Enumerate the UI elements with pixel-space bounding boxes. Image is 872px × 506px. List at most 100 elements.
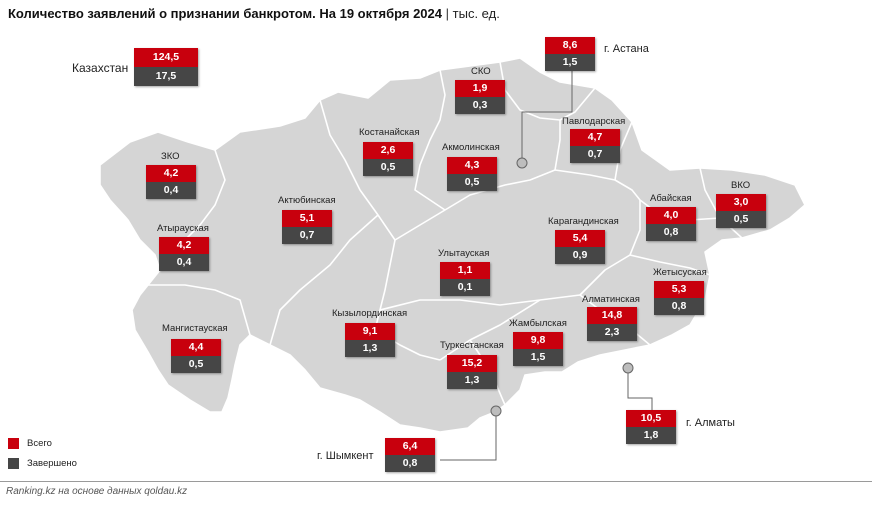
shymkent-leader (440, 411, 497, 461)
zko-label: ЗКО (161, 151, 180, 162)
karaganda-total: 5,4 (555, 230, 605, 247)
turkestan-label: Туркестанская (440, 340, 504, 351)
kyzylorda-label: Кызылординская (332, 308, 408, 319)
kostanay-total: 2,6 (363, 142, 413, 159)
title-separator: | (445, 6, 450, 21)
zhetysu-total: 5,3 (654, 281, 704, 298)
sko-label: СКО (471, 66, 491, 77)
turkestan-total: 15,2 (447, 355, 497, 372)
almaty-region-total: 14,8 (587, 307, 637, 324)
shymkent-values: 6,4 0,8 (385, 438, 435, 472)
sko-values: 1,9 0,3 (455, 80, 505, 114)
aktobe-values: 5,1 0,7 (282, 210, 332, 244)
ulytau-total: 1,1 (440, 262, 490, 279)
zhambyl-completed: 1,5 (513, 349, 563, 366)
legend-completed: Завершено (8, 458, 77, 469)
atyrau-values: 4,2 0,4 (159, 237, 209, 271)
atyrau-total: 4,2 (159, 237, 209, 254)
abay-values: 4,0 0,8 (646, 207, 696, 241)
vko-total: 3,0 (716, 194, 766, 211)
shymkent-total: 6,4 (385, 438, 435, 455)
title-unit: тыс. ед. (452, 6, 500, 21)
mangystau-completed: 0,5 (171, 356, 221, 373)
astana-label: г. Астана (604, 43, 649, 55)
legend-completed-swatch (8, 458, 19, 469)
kostanay-label: Костанайская (359, 127, 420, 138)
pavlodar-label: Павлодарская (562, 116, 626, 127)
zhetysu-completed: 0,8 (654, 298, 704, 315)
zhetysu-label: Жетысуская (653, 267, 707, 278)
aktobe-total: 5,1 (282, 210, 332, 227)
legend-total: Всего (8, 438, 52, 449)
zhambyl-total: 9,8 (513, 332, 563, 349)
kyzylorda-completed: 1,3 (345, 340, 395, 357)
akmola-completed: 0,5 (447, 174, 497, 191)
kyzylorda-values: 9,1 1,3 (345, 323, 395, 357)
legend-total-label: Всего (27, 438, 52, 449)
karaganda-completed: 0,9 (555, 247, 605, 264)
legend-completed-label: Завершено (27, 458, 77, 469)
astana-total: 8,6 (545, 37, 595, 54)
karaganda-label: Карагандинская (548, 216, 619, 227)
vko-completed: 0,5 (716, 211, 766, 228)
ulytau-completed: 0,1 (440, 279, 490, 296)
kostanay-completed: 0,5 (363, 159, 413, 176)
mangystau-total: 4,4 (171, 339, 221, 356)
national-label: Казахстан (72, 61, 129, 75)
zko-total: 4,2 (146, 165, 196, 182)
abay-total: 4,0 (646, 207, 696, 224)
zko-values: 4,2 0,4 (146, 165, 196, 199)
akmola-values: 4,3 0,5 (447, 157, 497, 191)
legend-total-swatch (8, 438, 19, 449)
pavlodar-total: 4,7 (570, 129, 620, 146)
turkestan-values: 15,2 1,3 (447, 355, 497, 389)
mangystau-values: 4,4 0,5 (171, 339, 221, 373)
ulytau-values: 1,1 0,1 (440, 262, 490, 296)
akmola-label: Акмолинская (442, 142, 500, 153)
pavlodar-completed: 0,7 (570, 146, 620, 163)
ulytau-label: Улытауская (438, 248, 490, 259)
shymkent-label: г. Шымкент (317, 450, 374, 462)
astana-marker (516, 157, 528, 169)
kyzylorda-total: 9,1 (345, 323, 395, 340)
zhambyl-values: 9,8 1,5 (513, 332, 563, 366)
title-main: Количество заявлений о признании банкрот… (8, 6, 442, 21)
almaty-city-completed: 1,8 (626, 427, 676, 444)
zhetysu-values: 5,3 0,8 (654, 281, 704, 315)
almaty-leader (627, 368, 653, 410)
vko-label: ВКО (731, 180, 751, 191)
atyrau-completed: 0,4 (159, 254, 209, 271)
turkestan-completed: 1,3 (447, 372, 497, 389)
akmola-total: 4,3 (447, 157, 497, 174)
abay-label: Абайская (650, 193, 692, 204)
almaty-region-label: Алматинская (582, 294, 640, 305)
almaty-city-values: 10,5 1,8 (626, 410, 676, 444)
astana-leader (521, 66, 573, 163)
national-completed: 17,5 (134, 67, 198, 86)
almaty-region-values: 14,8 2,3 (587, 307, 637, 341)
pavlodar-values: 4,7 0,7 (570, 129, 620, 163)
astana-completed: 1,5 (545, 54, 595, 71)
aktobe-completed: 0,7 (282, 227, 332, 244)
zhambyl-label: Жамбылская (509, 318, 567, 329)
astana-values: 8,6 1,5 (545, 37, 595, 71)
source-note: Ranking.kz на основе данных qoldau.kz (6, 486, 188, 497)
aktobe-label: Актюбинская (278, 195, 336, 206)
abay-completed: 0,8 (646, 224, 696, 241)
zko-completed: 0,4 (146, 182, 196, 199)
almaty-city-total: 10,5 (626, 410, 676, 427)
almaty-city-label: г. Алматы (686, 417, 735, 429)
shymkent-completed: 0,8 (385, 455, 435, 472)
atyrau-label: Атырауская (157, 223, 209, 234)
almaty-marker (622, 362, 634, 374)
mangystau-label: Мангистауская (162, 323, 228, 334)
chart-title: Количество заявлений о признании банкрот… (8, 6, 500, 21)
sko-total: 1,9 (455, 80, 505, 97)
almaty-region-completed: 2,3 (587, 324, 637, 341)
national-total: 124,5 (134, 48, 198, 67)
shymkent-marker (490, 405, 502, 417)
sko-completed: 0,3 (455, 97, 505, 114)
vko-values: 3,0 0,5 (716, 194, 766, 228)
footer-divider (0, 481, 872, 482)
